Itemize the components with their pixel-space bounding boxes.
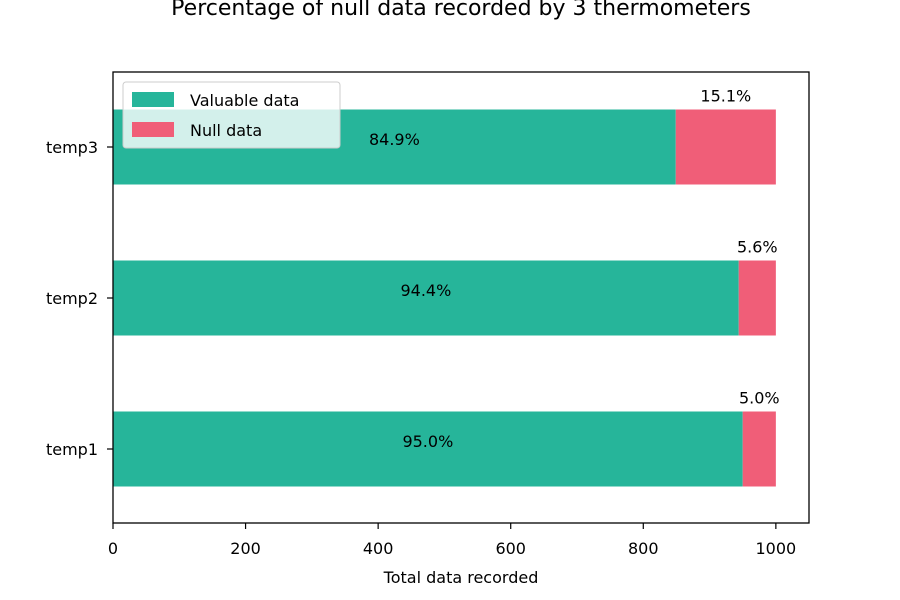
legend-box — [122, 81, 341, 149]
legend-label-valuable: Valuable data — [190, 91, 299, 110]
legend-swatch-null — [132, 122, 174, 137]
valuable-bar-temp1 — [113, 411, 743, 487]
y-tick-label-temp2: temp2 — [46, 289, 98, 308]
null-bar-temp1 — [742, 411, 776, 487]
legend: Valuable data Null data — [122, 81, 341, 149]
plot-frame — [112, 71, 810, 524]
x-tick-label-600: 600 — [495, 539, 526, 558]
valuable-bar-temp2 — [113, 260, 739, 336]
y-tick-label-temp1: temp1 — [46, 440, 98, 459]
plot-area: 95.0% 5.0% temp1 94.4% 5.6% temp2 84.9% 15.1% te… — [46, 87, 796, 559]
x-tick-label-1000: 1000 — [755, 539, 796, 558]
null-bar-temp3 — [675, 109, 776, 185]
x-tick-label-400: 400 — [363, 539, 394, 558]
x-axis-label: Total data recorded — [383, 568, 539, 587]
valuable-label-temp2: 94.4% — [400, 281, 451, 300]
valuable-label-temp1: 95.0% — [402, 432, 453, 451]
null-bar-temp2 — [738, 260, 776, 336]
x-tick-label-0: 0 — [108, 539, 118, 558]
x-tick-label-200: 200 — [230, 539, 261, 558]
null-label-temp3: 15.1% — [700, 87, 751, 106]
chart-title: Percentage of null data recorded by 3 th… — [171, 0, 751, 21]
null-label-temp1: 5.0% — [739, 389, 780, 408]
legend-label-null: Null data — [190, 121, 262, 140]
valuable-label-temp3: 84.9% — [369, 130, 420, 149]
y-tick-label-temp3: temp3 — [46, 138, 98, 157]
null-label-temp2: 5.6% — [737, 238, 778, 257]
legend-swatch-valuable — [132, 92, 174, 107]
x-tick-label-800: 800 — [628, 539, 659, 558]
